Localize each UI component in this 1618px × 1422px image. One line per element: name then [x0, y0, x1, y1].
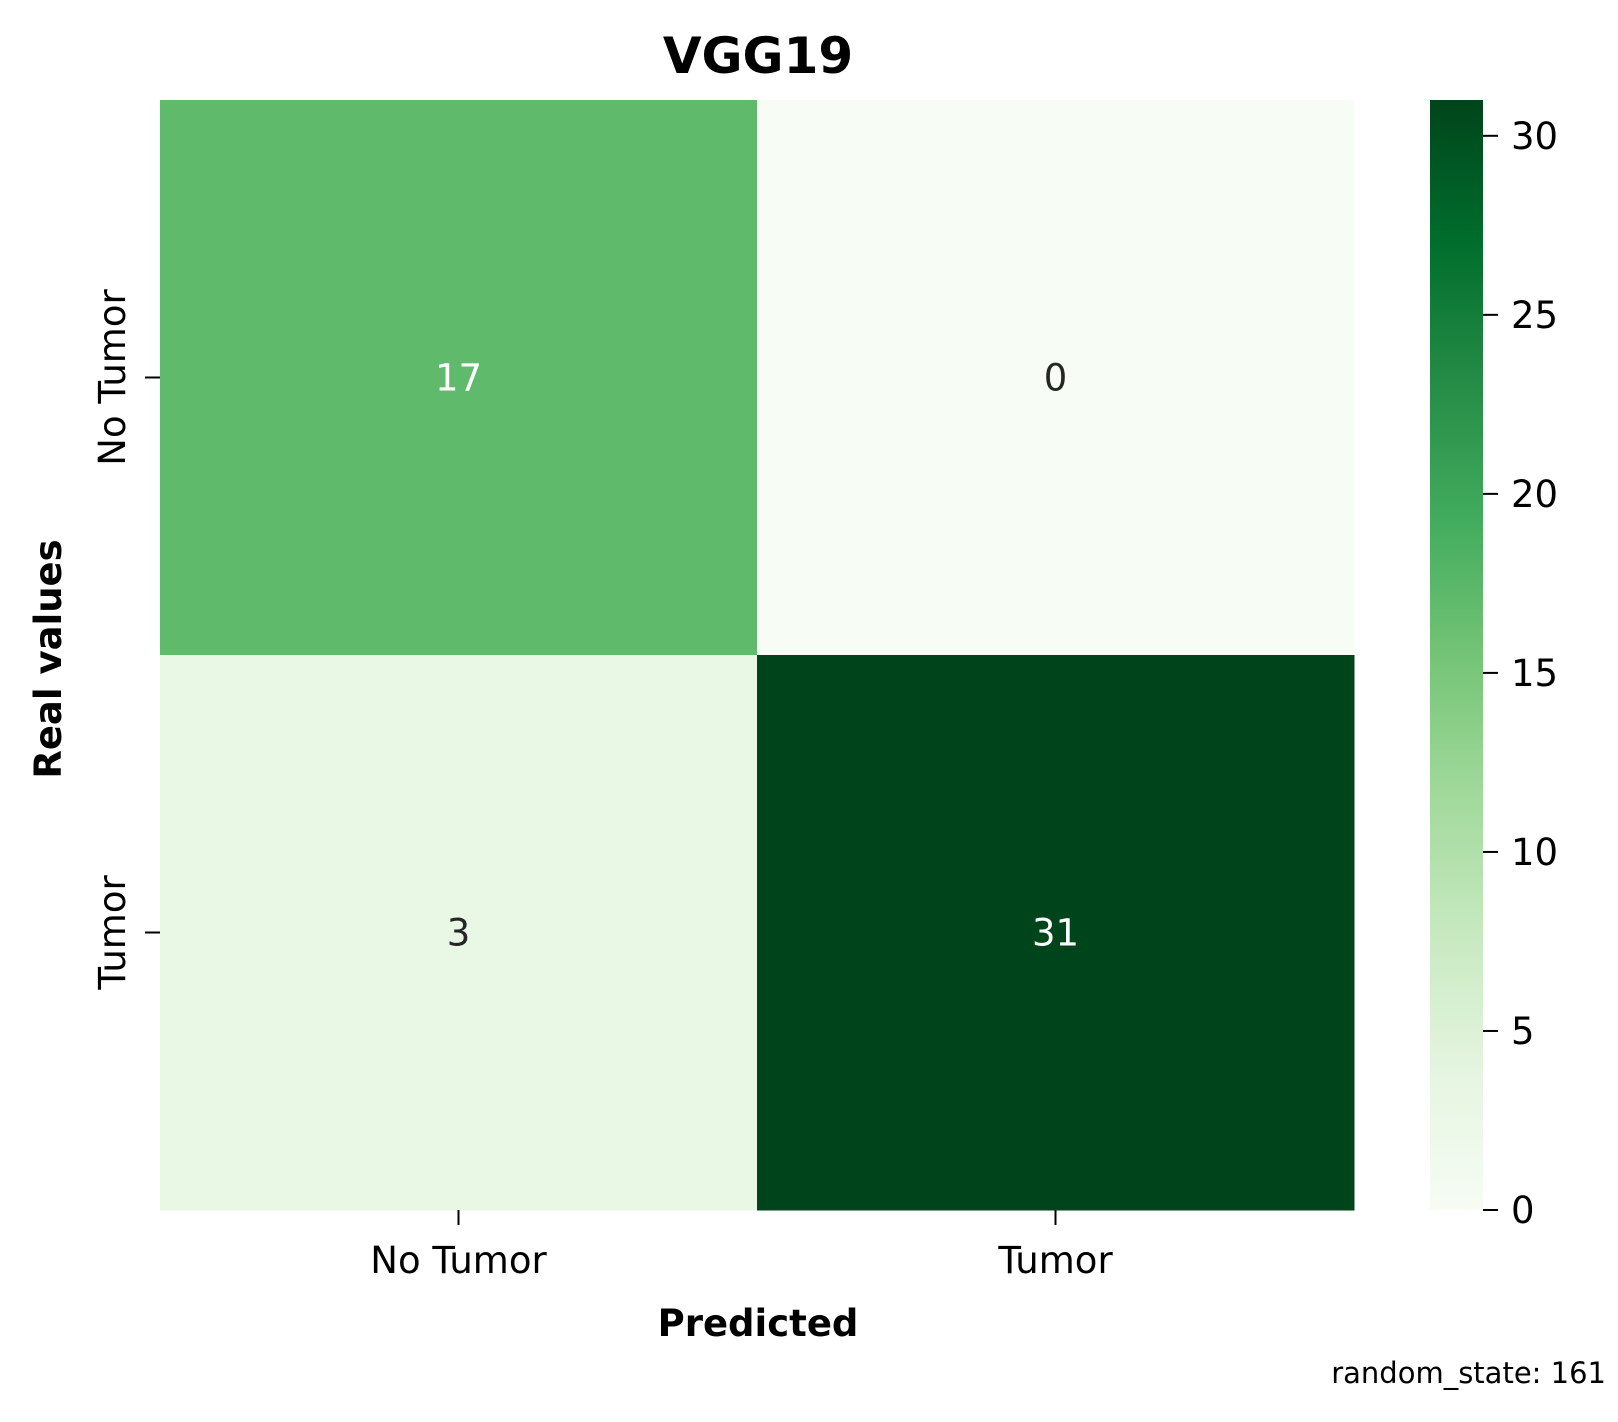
- cell-value-label: 3: [447, 912, 471, 955]
- colorbar-tick-label: 20: [1511, 473, 1558, 516]
- colorbar-tick-label: 15: [1511, 652, 1558, 695]
- heatmap-cell-labels: 17 0 3 31: [435, 357, 1079, 955]
- cell-value-label: 17: [435, 357, 482, 400]
- heatmap-cell: [757, 655, 1355, 1211]
- chart-title: VGG19: [663, 27, 853, 85]
- colorbar-tick-label: 30: [1511, 115, 1558, 158]
- colorbar: [1430, 100, 1483, 1210]
- heatmap-cell: [757, 100, 1355, 656]
- colorbar-tick-label: 5: [1511, 1010, 1535, 1053]
- x-tick-label: No Tumor: [370, 1239, 547, 1282]
- y-tick-label: Tumor: [91, 875, 134, 991]
- random-state-note: random_state: 161: [1331, 1356, 1606, 1390]
- y-axis-ticks: No Tumor Tumor: [91, 289, 160, 991]
- colorbar-ticks: 0 5 10 15 20 25 30: [1483, 115, 1558, 1232]
- cell-value-label: 0: [1044, 357, 1068, 400]
- heatmap-cell: [160, 100, 758, 656]
- colorbar-tick-label: 0: [1511, 1189, 1535, 1232]
- x-tick-label: Tumor: [997, 1239, 1113, 1282]
- heatmap-cells: [160, 100, 1355, 1211]
- heatmap-cell: [160, 655, 758, 1211]
- colorbar-tick-label: 25: [1511, 294, 1558, 337]
- x-axis-label: Predicted: [658, 1302, 859, 1345]
- colorbar-tick-label: 10: [1511, 831, 1558, 874]
- y-tick-label: No Tumor: [91, 289, 134, 466]
- x-axis-ticks: No Tumor Tumor: [370, 1210, 1113, 1282]
- cell-value-label: 31: [1032, 912, 1079, 955]
- y-axis-label: Real values: [27, 539, 70, 778]
